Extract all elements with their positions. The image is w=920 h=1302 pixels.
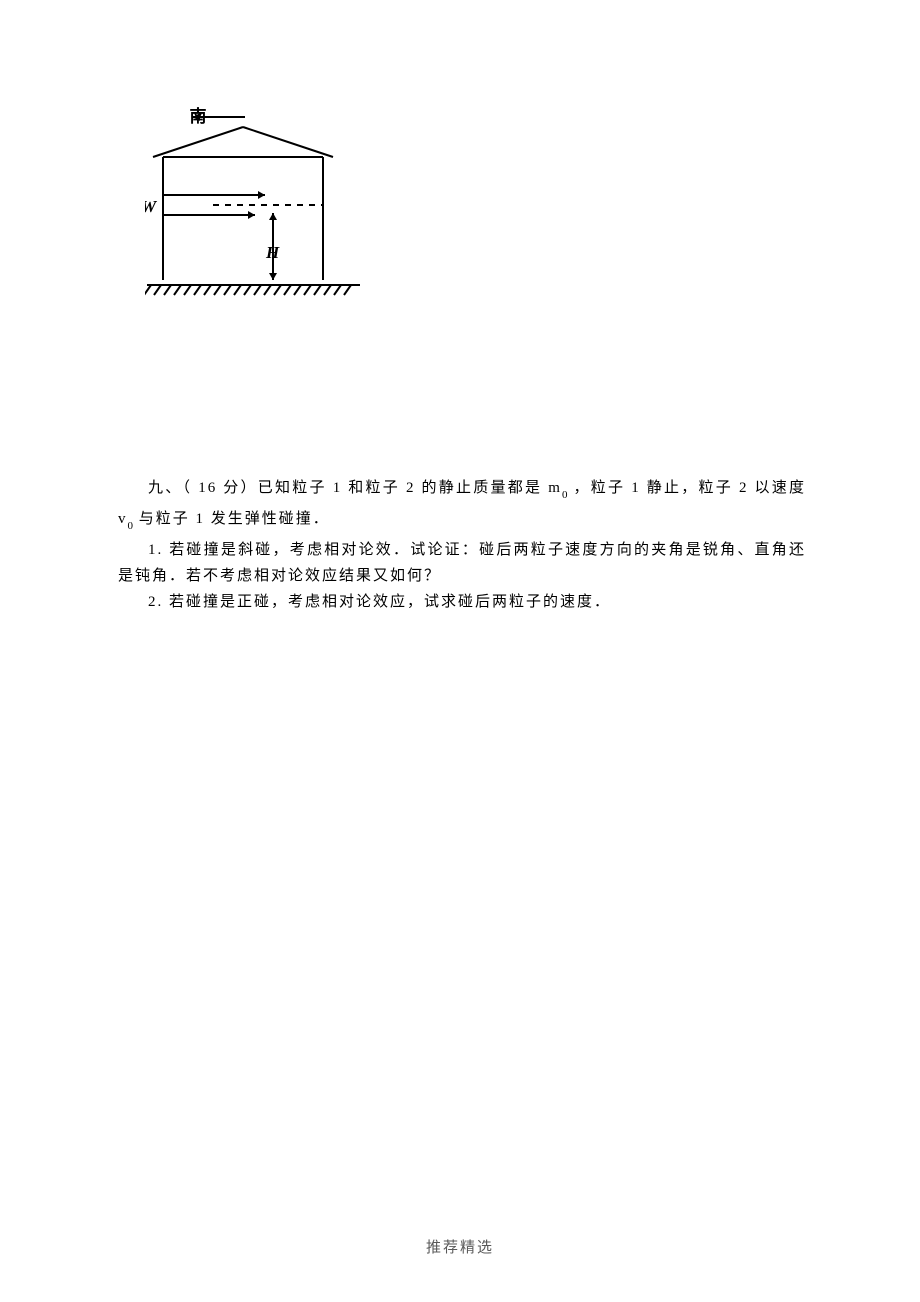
problem-intro-line: 九、（ 16 分）已知粒子 1 和粒子 2 的静止质量都是 m0 ，粒子 1 静… — [118, 475, 806, 537]
diagram-svg: 南 W H — [145, 105, 365, 315]
page: 南 W H 九、（ 16 分）已知粒子 1 和粒子 2 的静止质量都是 m0 ，粒子… — [0, 0, 920, 1302]
intro-part-3: 与粒子 1 发生弹性碰撞． — [133, 511, 330, 527]
question-2: 2. 若碰撞是正碰，考虑相对论效应，试求碰后两粒子的速度． — [118, 589, 806, 615]
house-diagram: 南 W H — [145, 105, 365, 315]
intro-v-subscript: 0 — [128, 520, 134, 532]
intro-part-1: 已知粒子 1 和粒子 2 的静止质量都是 m — [258, 480, 562, 496]
problem-points: （ 16 分） — [183, 480, 258, 496]
svg-text:W: W — [145, 197, 158, 216]
svg-text:H: H — [265, 243, 280, 262]
problem-number: 九、 — [148, 480, 183, 496]
intro-m-subscript: 0 — [562, 489, 568, 501]
problem-text-block: 九、（ 16 分）已知粒子 1 和粒子 2 的静止质量都是 m0 ，粒子 1 静… — [118, 475, 806, 615]
page-footer: 推荐精选 — [0, 1236, 920, 1257]
svg-text:南: 南 — [190, 106, 207, 126]
question-1: 1. 若碰撞是斜碰，考虑相对论效．试论证：碰后两粒子速度方向的夹角是锐角、直角还… — [118, 537, 806, 589]
